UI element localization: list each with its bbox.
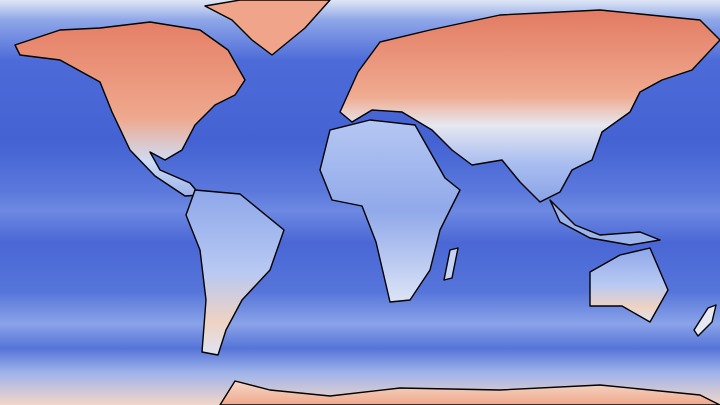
north-america	[14, 21, 246, 197]
eurasia	[339, 9, 720, 203]
australia	[589, 247, 669, 323]
new-zealand	[693, 304, 717, 337]
antarctica	[219, 380, 720, 405]
south-america	[185, 189, 285, 356]
africa	[319, 119, 461, 303]
indonesia	[549, 199, 661, 246]
greenland	[204, 0, 331, 56]
madagascar	[443, 247, 459, 281]
